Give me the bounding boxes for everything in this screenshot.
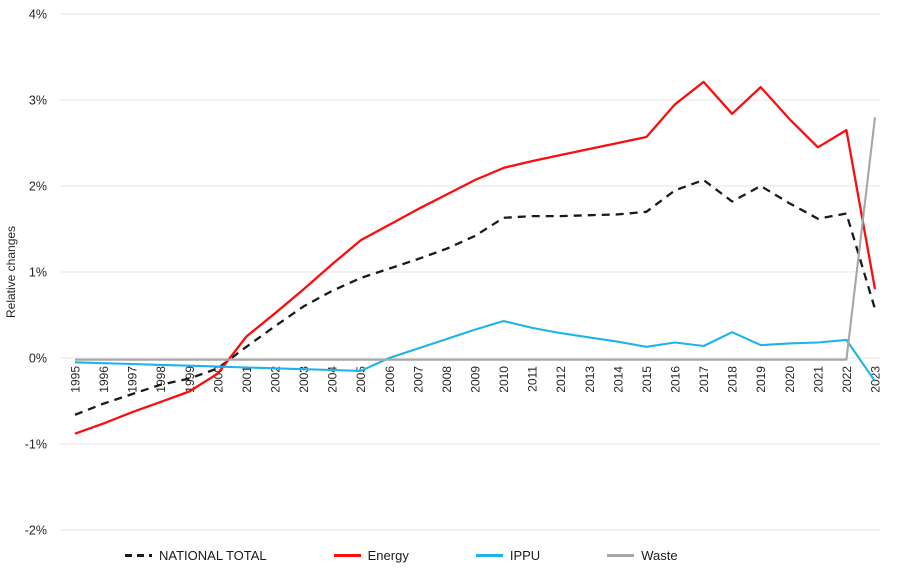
x-tick-label: 2009 (469, 366, 483, 393)
x-tick-label: 2015 (640, 366, 654, 393)
x-tick-label: 2001 (240, 366, 254, 393)
x-tick-label: 2006 (383, 366, 397, 393)
legend-item-energy: Energy (333, 548, 409, 563)
y-tick-label: 0% (29, 352, 47, 366)
legend-label: NATIONAL TOTAL (159, 548, 267, 563)
x-tick-label: 2005 (354, 366, 368, 393)
x-tick-label: 2022 (840, 366, 854, 393)
series-line-national-total (74, 178, 877, 416)
y-tick-label: 2% (29, 180, 47, 194)
legend-label: IPPU (509, 548, 541, 563)
legend: NATIONAL TOTAL Energy IPPU Waste (125, 548, 678, 563)
x-tick-label: 2016 (669, 366, 683, 393)
x-tick-label: 2000 (211, 366, 225, 393)
legend-line-sample (125, 554, 152, 557)
x-tick-label: 2011 (526, 366, 540, 392)
x-tick-label: 2019 (754, 366, 768, 393)
series-line-ippu (74, 319, 876, 382)
x-tick-label: 2004 (326, 366, 340, 393)
y-tick-label: 3% (29, 94, 47, 108)
x-tick-label: 2012 (554, 366, 568, 393)
x-tick-label: 2018 (726, 366, 740, 393)
x-tick-label: 2002 (269, 366, 283, 393)
x-tick-label: 1996 (97, 366, 111, 393)
legend-item-national-total: NATIONAL TOTAL (125, 548, 267, 563)
x-tick-label: 2017 (697, 366, 711, 393)
series-line-waste (75, 117, 877, 361)
x-tick-label: 2023 (869, 366, 883, 393)
legend-line-sample (607, 554, 635, 557)
legend-item-waste: Waste (607, 548, 678, 563)
y-tick-label: 4% (29, 8, 47, 22)
x-tick-label: 1999 (183, 366, 197, 393)
legend-item-ippu: IPPU (475, 548, 541, 563)
x-tick-label: 2007 (411, 366, 425, 393)
legend-line-sample (333, 554, 361, 557)
y-tick-label: -2% (25, 524, 47, 538)
series-line-energy (74, 80, 877, 435)
x-tick-label: 1998 (154, 366, 168, 393)
x-tick-label: 2003 (297, 366, 311, 393)
y-tick-label: -1% (25, 438, 47, 452)
x-tick-label: 1995 (69, 366, 83, 393)
y-tick-label: 1% (29, 266, 47, 280)
legend-line-sample (475, 554, 503, 557)
x-tick-label: 2008 (440, 366, 454, 393)
legend-label: Energy (367, 548, 409, 563)
x-tick-label: 2010 (497, 366, 511, 393)
legend-label: Waste (641, 548, 678, 563)
x-tick-label: 2013 (583, 366, 597, 393)
x-tick-label: 1997 (126, 366, 140, 393)
x-tick-label: 2014 (611, 366, 625, 393)
x-tick-label: 2021 (811, 366, 825, 393)
y-axis-title: Relative changes (4, 225, 18, 318)
x-tick-label: 2020 (783, 366, 797, 393)
